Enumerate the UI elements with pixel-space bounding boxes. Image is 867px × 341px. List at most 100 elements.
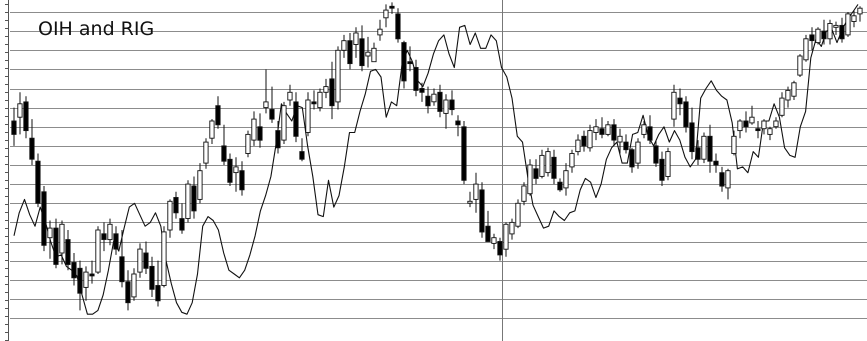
candlestick bbox=[29, 119, 35, 165]
candle-body bbox=[461, 126, 467, 181]
candlestick bbox=[731, 130, 737, 156]
candlestick bbox=[569, 149, 575, 173]
candle-body bbox=[857, 7, 863, 15]
candle-body bbox=[341, 40, 347, 51]
candle-body bbox=[821, 30, 827, 40]
candlestick bbox=[437, 84, 443, 118]
candlestick bbox=[281, 101, 287, 144]
candle-body bbox=[701, 135, 707, 160]
candle-body bbox=[647, 126, 653, 141]
candlestick bbox=[839, 17, 845, 43]
candle-body bbox=[545, 151, 551, 174]
candlestick bbox=[443, 94, 449, 129]
candlestick bbox=[665, 147, 671, 181]
candle-body bbox=[755, 128, 761, 132]
candle-body bbox=[641, 124, 647, 135]
candlestick bbox=[287, 84, 293, 106]
candlestick bbox=[491, 233, 497, 250]
candle-body bbox=[263, 101, 269, 109]
candlestick bbox=[365, 36, 371, 68]
candle-body bbox=[317, 91, 323, 109]
candlestick-series-layer bbox=[11, 2, 863, 311]
candle-body bbox=[791, 82, 797, 97]
candle-body bbox=[365, 51, 371, 57]
candle-body bbox=[275, 130, 281, 149]
candle-body bbox=[767, 128, 773, 135]
candle-body bbox=[17, 103, 23, 118]
candlestick bbox=[473, 172, 479, 213]
candle-body bbox=[113, 233, 119, 250]
candlestick bbox=[581, 130, 587, 152]
candlestick bbox=[143, 241, 149, 274]
candle-body bbox=[305, 99, 311, 133]
candle-body bbox=[491, 237, 497, 244]
candlestick bbox=[647, 115, 653, 144]
candlestick bbox=[101, 222, 107, 252]
candle-body bbox=[125, 281, 131, 304]
candlestick bbox=[215, 96, 221, 129]
candlestick bbox=[347, 33, 353, 70]
candlestick bbox=[713, 153, 719, 173]
candle-body bbox=[413, 67, 419, 91]
candlestick bbox=[707, 124, 713, 173]
candle-body bbox=[431, 93, 437, 103]
candle-body bbox=[479, 189, 485, 233]
candle-body bbox=[209, 120, 215, 139]
candlestick bbox=[767, 126, 773, 141]
candle-body bbox=[11, 120, 17, 135]
candlestick bbox=[251, 111, 257, 146]
candlestick bbox=[41, 186, 47, 252]
candle-body bbox=[509, 221, 515, 235]
candle-body bbox=[443, 99, 449, 114]
candlestick bbox=[155, 260, 161, 307]
candlestick bbox=[803, 34, 809, 62]
candle-body bbox=[515, 202, 521, 227]
candle-body bbox=[173, 197, 179, 214]
line-series-layer bbox=[13, 4, 859, 315]
candlestick bbox=[833, 21, 839, 35]
candlestick bbox=[617, 128, 623, 154]
candlestick bbox=[815, 27, 821, 45]
candlestick bbox=[533, 159, 539, 185]
candlestick bbox=[419, 82, 425, 102]
candle-body bbox=[179, 218, 185, 231]
candle-body bbox=[95, 229, 101, 273]
candlestick bbox=[305, 92, 311, 137]
candle-body bbox=[737, 120, 743, 132]
candlestick bbox=[611, 119, 617, 146]
candle-body bbox=[119, 256, 125, 283]
candle-body bbox=[149, 265, 155, 290]
candlestick bbox=[479, 182, 485, 238]
candle-body bbox=[677, 97, 683, 105]
candlestick bbox=[53, 218, 59, 269]
candlestick bbox=[785, 86, 791, 108]
candlestick bbox=[461, 121, 467, 185]
candle-body bbox=[389, 5, 395, 9]
candle-body bbox=[77, 267, 83, 294]
candle-body bbox=[773, 120, 779, 128]
candlestick bbox=[221, 124, 227, 165]
candle-body bbox=[449, 99, 455, 111]
candlestick bbox=[179, 203, 185, 234]
candlestick bbox=[341, 34, 347, 58]
candle-body bbox=[587, 130, 593, 149]
candlestick bbox=[695, 140, 701, 165]
candle-body bbox=[407, 61, 413, 65]
candle-body bbox=[803, 38, 809, 61]
candle-body bbox=[377, 28, 383, 36]
candle-body bbox=[455, 120, 461, 126]
candlestick bbox=[701, 132, 707, 164]
candlestick bbox=[353, 27, 359, 58]
candlestick bbox=[125, 270, 131, 311]
candle-body bbox=[533, 168, 539, 179]
candlestick bbox=[317, 88, 323, 112]
candle-body bbox=[539, 154, 545, 177]
candlestick bbox=[659, 151, 665, 186]
candlestick bbox=[161, 226, 167, 288]
candlestick bbox=[779, 92, 785, 118]
candle-body bbox=[221, 145, 227, 162]
candlestick bbox=[209, 119, 215, 144]
candle-body bbox=[227, 158, 233, 183]
candle-body bbox=[521, 185, 527, 202]
